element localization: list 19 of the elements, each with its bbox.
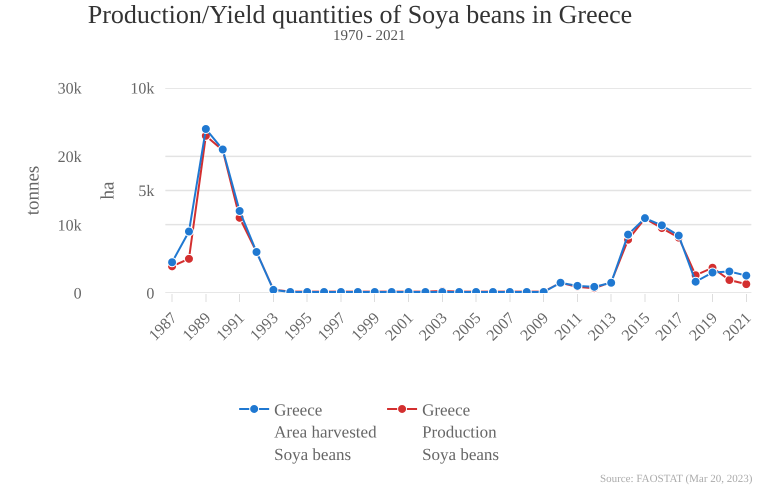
- legend-label: Greece Production Soya beans: [422, 400, 500, 464]
- y2-tick-label: 5k: [138, 183, 154, 200]
- y2-tick-label: 10k: [130, 80, 154, 98]
- x-tick-label: 2011: [552, 310, 586, 344]
- legend-label: Greece Area harvested Soya beans: [274, 400, 378, 464]
- chart-subtitle: 1970 - 2021: [333, 28, 406, 44]
- y-tick-label: 10k: [58, 217, 82, 234]
- y-axis-title: tonnes: [22, 166, 44, 216]
- y2-axis-title: ha: [97, 180, 118, 200]
- point: [741, 279, 752, 290]
- point: [724, 275, 734, 286]
- chart-title: Production/Yield quantities of Soya beans in Greece: [88, 0, 632, 30]
- y-tick-label: 30k: [58, 80, 82, 98]
- y-tick-label: 20k: [58, 148, 82, 166]
- point: [184, 254, 194, 264]
- x-tick-label: 1991: [213, 310, 248, 344]
- y-tick-label: 0: [74, 286, 82, 303]
- y2-tick-label: 0: [146, 286, 154, 303]
- source-note: Source: FAOSTAT (Mar 20, 2023): [600, 473, 753, 485]
